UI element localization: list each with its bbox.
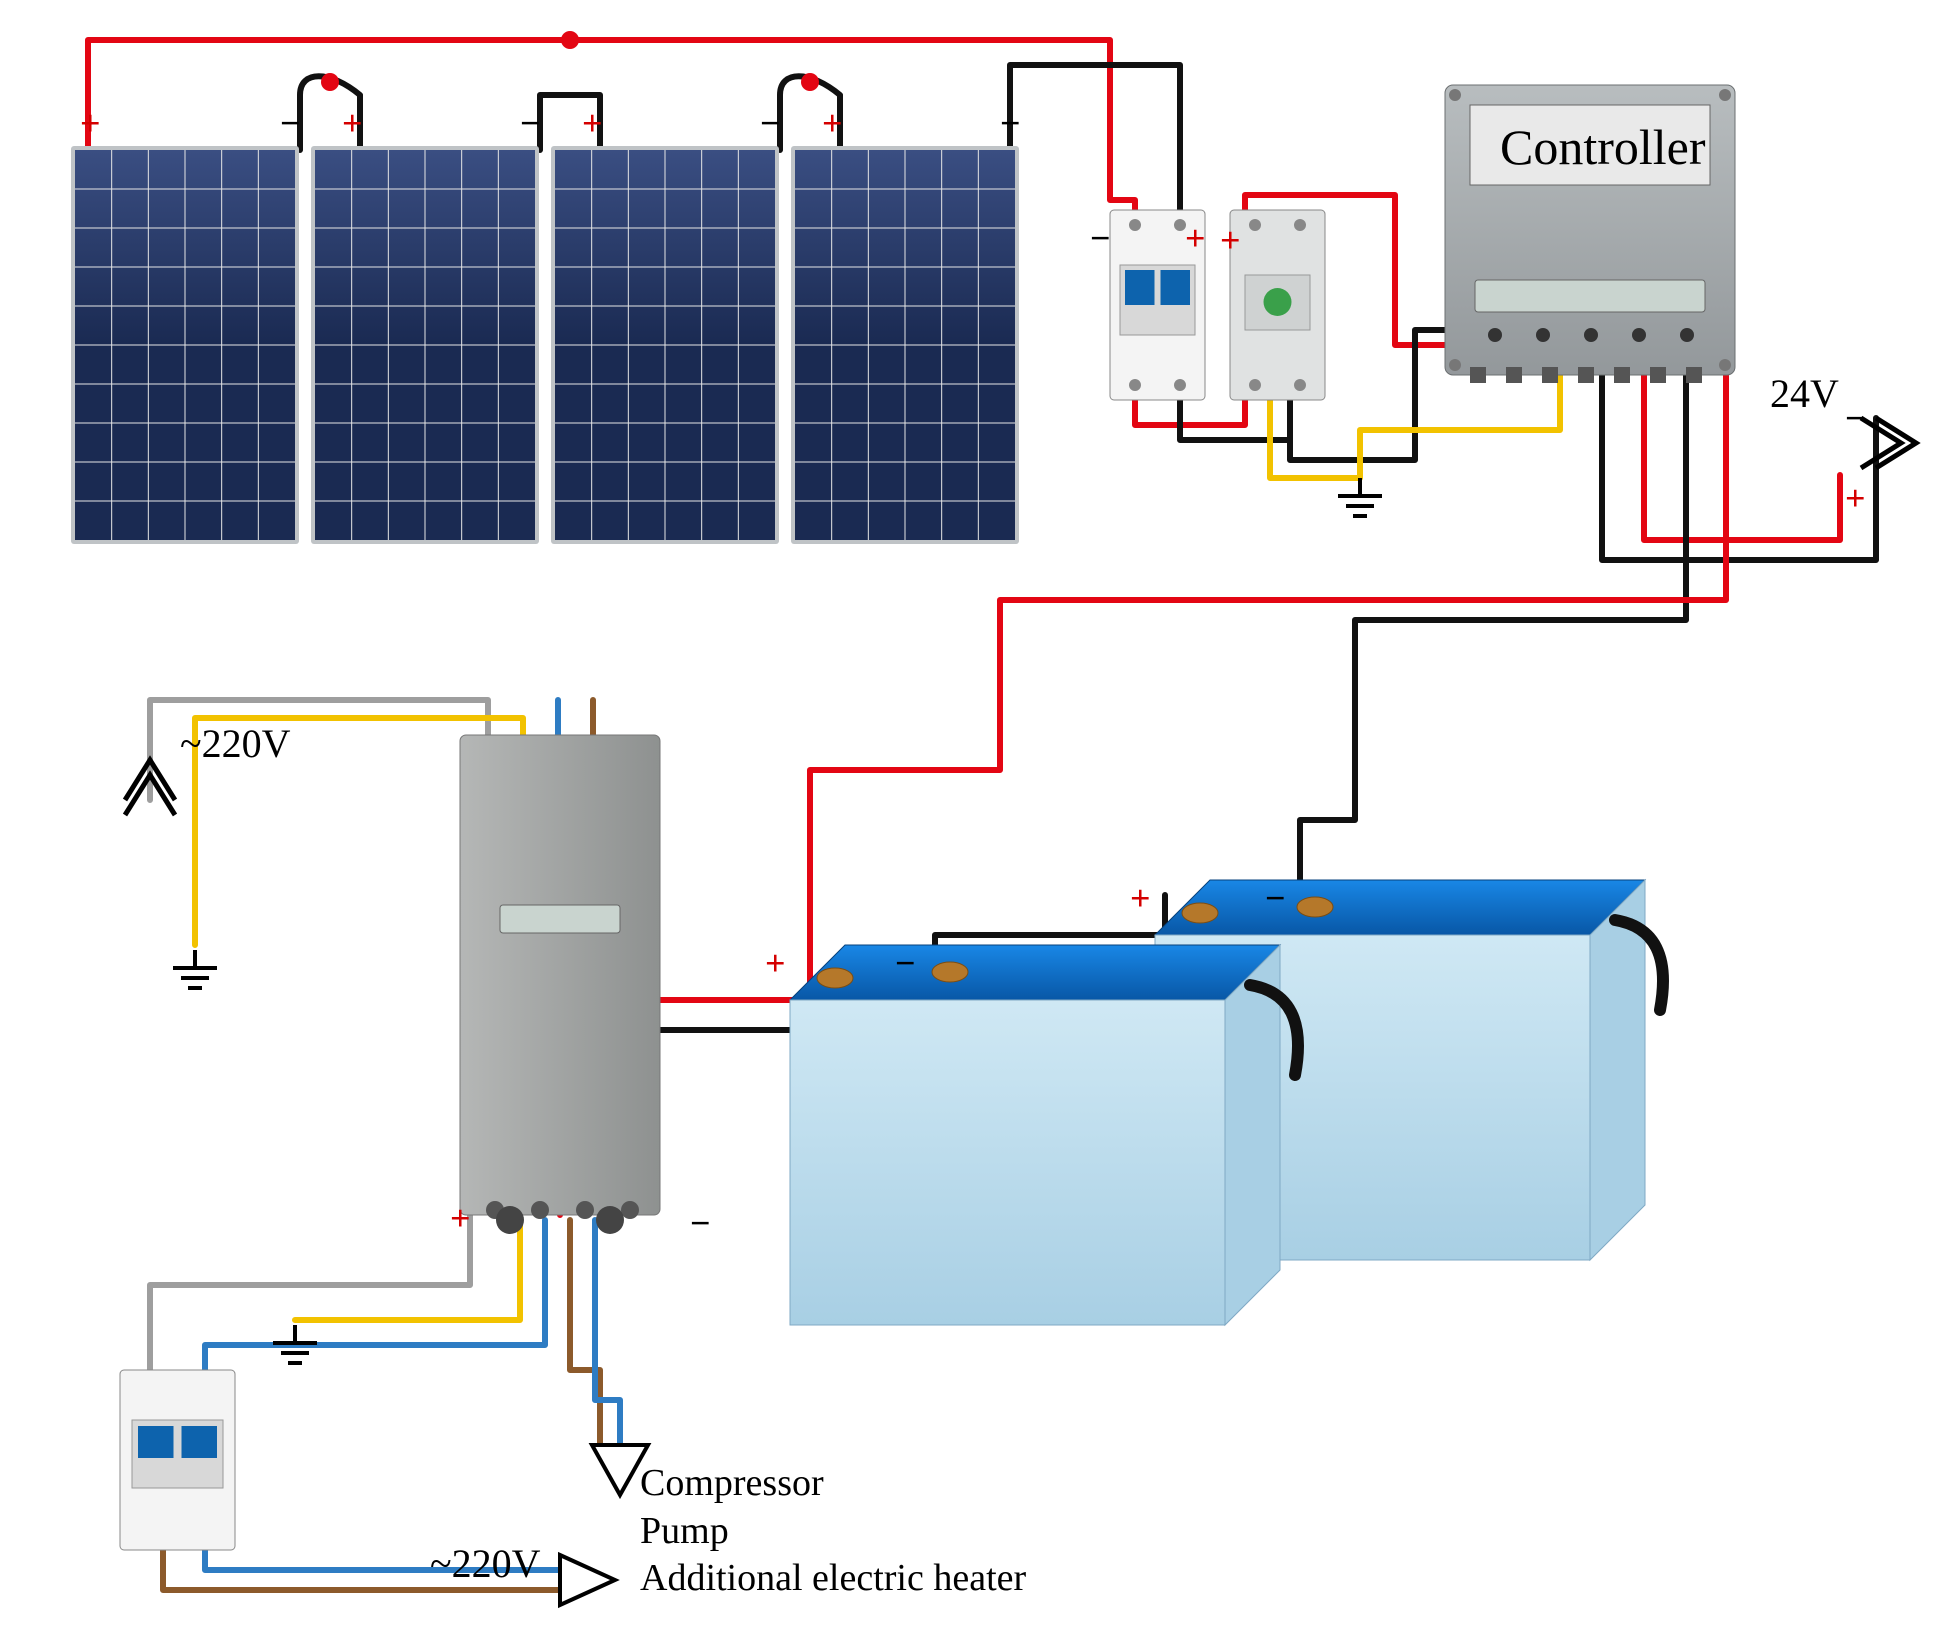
plus-icon: + [1130, 878, 1151, 918]
plus-icon: + [1220, 220, 1241, 260]
plus-icon: + [822, 103, 843, 143]
wire [295, 1220, 520, 1320]
plus-icon: + [582, 103, 603, 143]
minus-icon: − [1000, 103, 1021, 143]
solar-panel [551, 146, 779, 544]
arrow-icon [1861, 418, 1916, 468]
plus-icon: + [1185, 218, 1206, 258]
wire [150, 1215, 470, 1372]
plus-icon: + [765, 943, 786, 983]
minus-icon: − [895, 943, 916, 983]
minus-icon: − [520, 103, 541, 143]
label-220v-bottom: ~220V [430, 1540, 541, 1587]
rcd-device [1230, 210, 1325, 400]
junction-dot [561, 31, 579, 49]
minus-icon: − [1845, 398, 1866, 438]
junction-dot [321, 73, 339, 91]
minus-icon: − [690, 1203, 711, 1243]
ground-icon [173, 950, 217, 988]
ground-icon [273, 1325, 317, 1363]
minus-icon: − [1090, 218, 1111, 258]
plus-icon: + [450, 1198, 471, 1238]
minus-icon: − [760, 103, 781, 143]
ground-icon [1338, 478, 1382, 516]
minus-icon: − [280, 103, 301, 143]
wire [205, 1220, 545, 1372]
minus-icon: − [1265, 878, 1286, 918]
solar-panel [71, 146, 299, 544]
inverter [460, 735, 660, 1234]
solar-panel [791, 146, 1019, 544]
label-loads: Compressor Pump Additional electric heat… [640, 1460, 1026, 1603]
plus-icon: + [342, 103, 363, 143]
junction-dot [801, 73, 819, 91]
controller-label: Controller [1500, 118, 1706, 176]
wire [1180, 400, 1290, 440]
label-220v-top: ~220V [180, 720, 291, 767]
plus-icon: + [80, 103, 101, 143]
battery-1 [790, 945, 1298, 1325]
arrow-icon [560, 1555, 615, 1605]
wire [1010, 65, 1180, 218]
plus-icon: + [1845, 478, 1866, 518]
solar-panel [311, 146, 539, 544]
label-24v: 24V [1770, 370, 1839, 417]
circuit-breaker-bottom [120, 1370, 235, 1550]
